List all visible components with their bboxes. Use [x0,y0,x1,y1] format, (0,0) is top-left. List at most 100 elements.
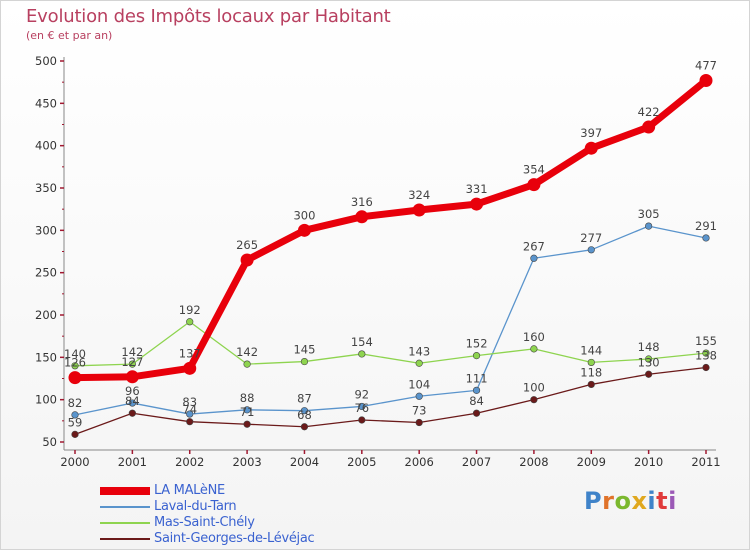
y-tick-label: 250 [35,266,57,280]
series-line-1 [74,225,707,416]
data-label: 160 [523,330,545,344]
data-label: 291 [695,219,717,233]
data-label: 148 [638,340,660,354]
x-tick-label: 2004 [290,455,319,469]
chart-subtitle: (en € et par an) [26,29,113,42]
data-label: 126 [64,356,86,370]
data-point [645,355,653,363]
data-point [358,416,366,424]
data-point [415,418,423,427]
data-point [186,418,194,426]
data-label: 305 [638,207,660,221]
data-point [702,349,710,357]
data-point [702,234,710,242]
data-label: 477 [695,58,717,72]
data-point [71,430,79,438]
legend-label: Mas-Saint-Chély [154,515,255,530]
data-point [527,178,541,192]
data-point [587,358,595,367]
data-label: 192 [179,303,201,317]
data-point [702,363,710,372]
x-tick-label: 2009 [577,455,606,469]
data-label: 265 [236,238,258,252]
data-label: 142 [121,345,143,359]
y-tick-label: 50 [42,435,57,449]
data-label: 155 [695,334,717,348]
data-label: 331 [466,182,488,196]
data-label: 152 [466,337,488,351]
data-point [128,399,136,407]
data-label: 84 [125,394,140,408]
data-point [530,254,538,262]
logo-letter: t [656,487,669,515]
data-point [358,402,366,411]
data-point [297,223,311,237]
data-label: 71 [240,405,255,419]
x-tick-label: 2008 [519,455,548,469]
data-point [472,409,481,417]
y-tick-label: 450 [35,96,57,110]
data-label: 316 [351,195,373,209]
data-label: 118 [580,365,602,379]
legend-swatch [100,487,150,495]
data-label: 68 [297,408,312,422]
x-tick-label: 2001 [118,455,147,469]
data-label: 354 [523,163,545,177]
data-point [412,203,426,217]
data-point [642,120,656,134]
data-point [584,141,598,155]
x-tick-label: 2002 [175,455,204,469]
series-line-0 [74,77,709,382]
data-point [243,360,251,368]
data-point [415,359,423,367]
logo-letter: o [614,487,632,515]
data-point [183,361,197,375]
series-line-3 [74,366,707,435]
data-label: 300 [293,208,315,222]
data-point [415,392,423,400]
data-point [71,411,79,419]
data-label: 145 [293,343,315,357]
data-point [355,210,369,224]
data-point [300,423,309,431]
data-label: 142 [236,345,258,359]
legend-swatch [100,506,150,508]
data-label: 422 [638,105,660,119]
data-point [587,246,595,254]
chart-title: Evolution des Impôts locaux par Habitant [26,6,391,27]
x-tick-label: 2003 [232,455,261,469]
legend-swatch [100,538,150,540]
data-label: 76 [354,401,369,415]
series-line-2 [74,321,707,367]
data-label: 73 [412,404,427,418]
data-point [128,409,136,417]
data-label: 74 [182,403,197,417]
legend-label: Laval-du-Tarn [154,499,237,514]
y-tick-label: 400 [35,139,57,153]
data-point [186,318,194,326]
data-point [472,352,481,360]
logo-letter: i [647,487,657,515]
data-label: 324 [408,188,430,202]
data-label: 111 [466,371,488,385]
legend-label: LA MALèNE [154,483,225,498]
data-point [300,407,309,415]
data-label: 82 [68,396,83,410]
data-point [300,357,309,366]
y-tick-label: 200 [35,308,57,322]
data-label: 96 [125,384,140,398]
data-point [243,406,251,414]
legend-swatch [100,522,150,524]
y-tick-label: 500 [35,54,57,68]
data-label: 100 [523,381,545,395]
data-point [699,73,713,87]
proxiti-logo: Proxiti [584,487,677,515]
data-point [530,396,538,404]
data-point [68,371,82,385]
data-label: 130 [638,355,660,369]
y-tick-label: 100 [35,393,57,407]
data-label: 137 [179,346,201,360]
logo-letter: P [584,487,603,515]
